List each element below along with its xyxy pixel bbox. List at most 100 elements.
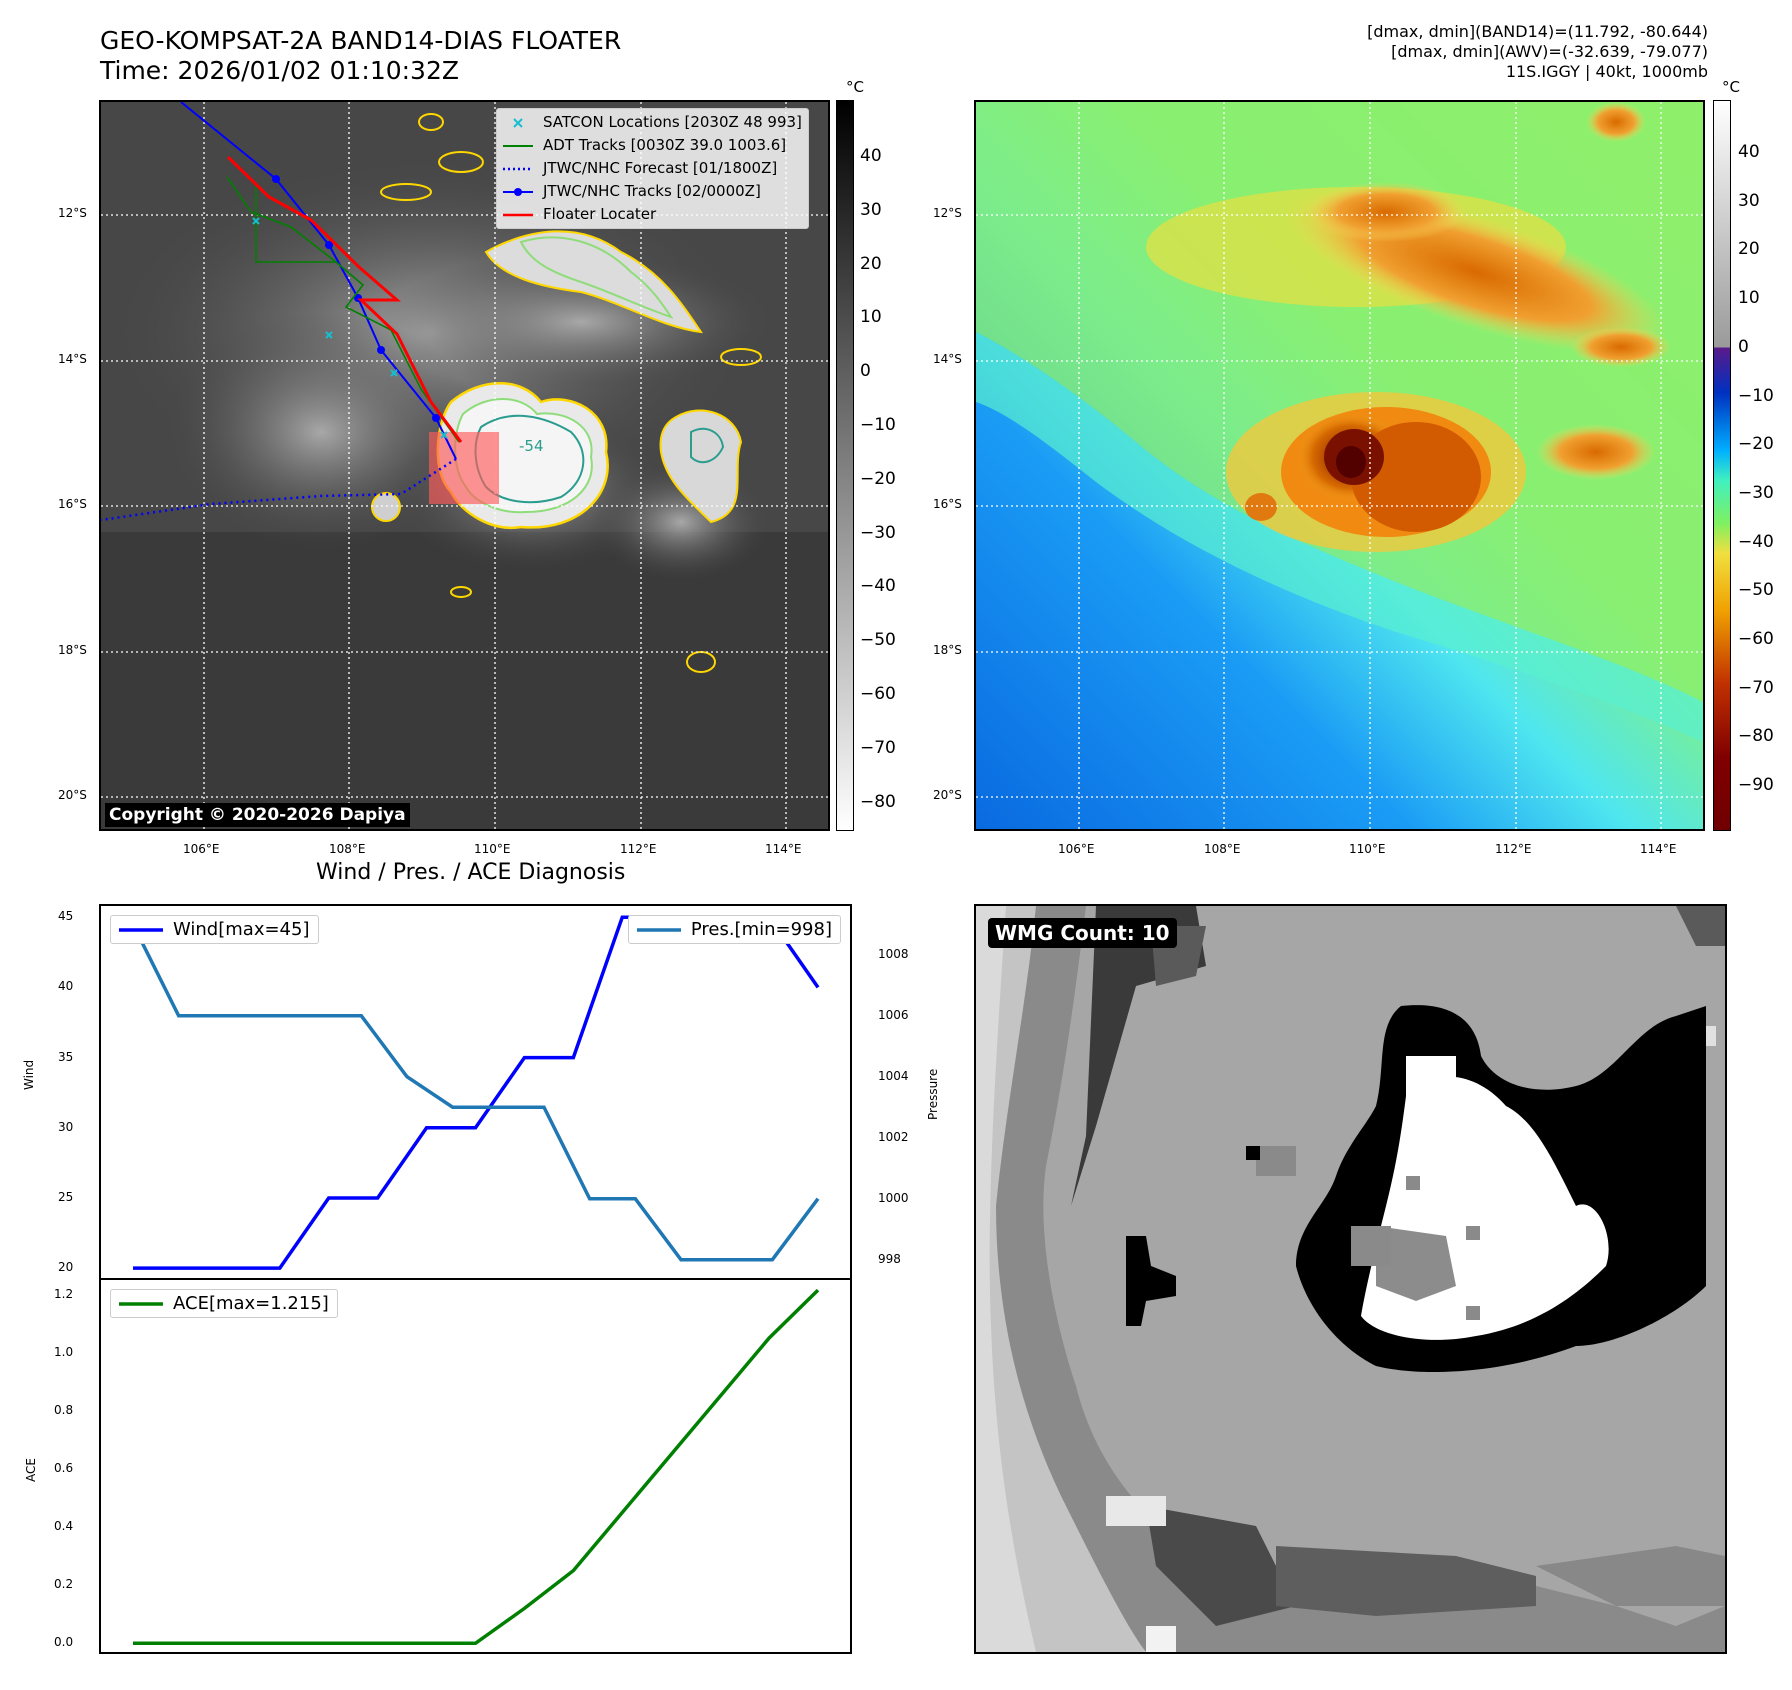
legend-adt-label: ADT Tracks [0030Z 39.0 1003.6] <box>543 136 787 154</box>
wind-pressure-svg <box>131 915 820 1270</box>
colorbar-gray-unit: °C <box>846 78 864 96</box>
ace-y-tick: 0.2 <box>54 1577 74 1592</box>
color-map-panel <box>974 100 1705 831</box>
lat-label-18s: 18°S <box>58 643 87 657</box>
ace-y-tick: 0.8 <box>54 1402 74 1417</box>
colorbar-color-tick: 40 <box>1738 142 1760 162</box>
wind-legend: Wind[max=45] <box>110 915 319 944</box>
pressure-y-tick: 998 <box>878 1251 901 1266</box>
pressure-y-tick: 1008 <box>878 946 909 961</box>
wind-y-tick: 45 <box>58 909 74 924</box>
pressure-y-tick: 1002 <box>878 1129 909 1144</box>
legend-floater-label: Floater Locater <box>543 205 657 223</box>
lon-label-112e-right: 112°E <box>1495 842 1532 856</box>
colorbar-color-tick: −50 <box>1738 580 1774 601</box>
wmg-panel: WMG Count: 10 <box>974 904 1727 1654</box>
legend-floater: Floater Locater <box>503 203 802 226</box>
colorbar-gray-tick: −40 <box>860 576 896 597</box>
lon-label-110e: 110°E <box>474 842 511 856</box>
jtwc-forecast <box>101 457 457 522</box>
pressure-y-tick: 1000 <box>878 1190 909 1205</box>
colorbar-gray <box>836 100 854 831</box>
info-awv: [dmax, dmin](AWV)=(-32.639, -79.077) <box>1391 42 1708 61</box>
lon-label-108e: 108°E <box>329 842 366 856</box>
colorbar-color-tick: −10 <box>1738 385 1774 406</box>
ace-plot: ACE[max=1.215] <box>99 1278 852 1654</box>
wind-y-tick: 20 <box>58 1260 74 1275</box>
legend-forecast-label: JTWC/NHC Forecast [01/1800Z] <box>543 159 778 177</box>
ace-y-tick: 0.6 <box>54 1460 74 1475</box>
floater-box <box>429 432 499 504</box>
lat-label-14s: 14°S <box>58 352 87 366</box>
ace-legend-label: ACE[max=1.215] <box>173 1293 329 1314</box>
lat-label-16s-right: 16°S <box>933 497 962 511</box>
adt-track <box>226 176 460 443</box>
floater-locater-track <box>226 155 463 443</box>
colorbar-gray-tick: 20 <box>860 253 882 274</box>
lon-label-106e-right: 106°E <box>1058 842 1095 856</box>
colorbar-color-tick: 30 <box>1738 190 1760 211</box>
colorbar-color-tick: −90 <box>1738 775 1774 796</box>
colorbar-gray-tick: −70 <box>860 737 896 758</box>
ace-axis-label: ACE <box>24 1458 38 1482</box>
info-storm: 11S.IGGY | 40kt, 1000mb <box>1505 62 1708 81</box>
lon-label-114e-right: 114°E <box>1640 842 1677 856</box>
color-map-image <box>976 102 1703 829</box>
legend-jtwc: JTWC/NHC Tracks [02/0000Z] <box>503 180 802 203</box>
legend-satcon-label: SATCON Locations [2030Z 48 993] <box>543 113 802 131</box>
colorbar-color-tick: −60 <box>1738 629 1774 649</box>
colorbar-color <box>1713 100 1731 831</box>
lat-label-20s: 20°S <box>58 788 87 802</box>
legend-satcon: SATCON Locations [2030Z 48 993] <box>503 111 802 134</box>
satcon-markers <box>252 217 448 439</box>
ace-legend: ACE[max=1.215] <box>110 1289 338 1318</box>
colorbar-gray-tick: 0 <box>860 361 871 382</box>
ace-y-tick: 0.4 <box>54 1519 74 1534</box>
pressure-legend: Pres.[min=998] <box>627 915 841 944</box>
pressure-axis-label: Pressure <box>926 1068 940 1120</box>
ace-y-tick: 1.2 <box>54 1286 74 1301</box>
colorbar-color-tick: −40 <box>1738 531 1774 552</box>
wind-y-tick: 25 <box>58 1189 74 1204</box>
lon-label-110e-right: 110°E <box>1349 842 1386 856</box>
wind-legend-label: Wind[max=45] <box>173 919 310 940</box>
chart-title: GEO-KOMPSAT-2A BAND14-DIAS FLOATER <box>100 26 622 55</box>
lon-label-106e: 106°E <box>183 842 220 856</box>
pressure-series-line <box>131 923 820 1262</box>
diagnosis-title: Wind / Pres. / ACE Diagnosis <box>316 860 626 885</box>
colorbar-gray-tick: −20 <box>860 468 896 489</box>
colorbar-gray-tick: 40 <box>860 146 882 166</box>
ace-svg <box>133 1288 820 1646</box>
colorbar-gray-tick: −10 <box>860 415 896 435</box>
wind-series-line <box>133 915 820 1270</box>
wmg-count-badge: WMG Count: 10 <box>988 918 1177 948</box>
colorbar-color-tick: −80 <box>1738 726 1774 747</box>
color-map-grid <box>976 102 1703 829</box>
lat-label-14s-right: 14°S <box>933 352 962 366</box>
colorbar-color-tick: −70 <box>1738 677 1774 698</box>
legend-adt: ADT Tracks [0030Z 39.0 1003.6] <box>503 134 802 157</box>
map-legend: SATCON Locations [2030Z 48 993] ADT Trac… <box>496 108 809 229</box>
ace-y-tick: 1.0 <box>54 1344 74 1359</box>
colorbar-gray-tick: 10 <box>860 307 882 328</box>
pressure-y-tick: 1004 <box>878 1068 909 1083</box>
chart-time: Time: 2026/01/02 01:10:32Z <box>100 56 459 85</box>
lat-label-20s-right: 20°S <box>933 788 962 802</box>
colorbar-color-tick: −20 <box>1738 434 1774 455</box>
wind-axis-label: Wind <box>22 1059 36 1090</box>
pressure-legend-label: Pres.[min=998] <box>690 919 832 940</box>
ir-map-panel: -54 SATCON Locations [2030Z 48 993] ADT … <box>99 100 830 831</box>
lon-label-108e-right: 108°E <box>1204 842 1241 856</box>
ace-series-line <box>133 1288 820 1646</box>
wind-y-tick: 30 <box>58 1119 74 1134</box>
lat-label-16s: 16°S <box>58 497 87 511</box>
colorbar-color-tick: −30 <box>1738 482 1774 503</box>
wmg-image <box>976 906 1725 1652</box>
lon-label-114e: 114°E <box>765 842 802 856</box>
colorbar-color-tick: 10 <box>1738 288 1760 309</box>
info-band14: [dmax, dmin](BAND14)=(11.792, -80.644) <box>1367 22 1708 41</box>
copyright: Copyright © 2020-2026 Dapiya <box>105 803 410 827</box>
wind-pressure-plot: Wind[max=45] Pres.[min=998] <box>99 904 852 1280</box>
colorbar-color-tick: 0 <box>1738 336 1749 357</box>
colorbar-gray-tick: −60 <box>860 684 896 704</box>
